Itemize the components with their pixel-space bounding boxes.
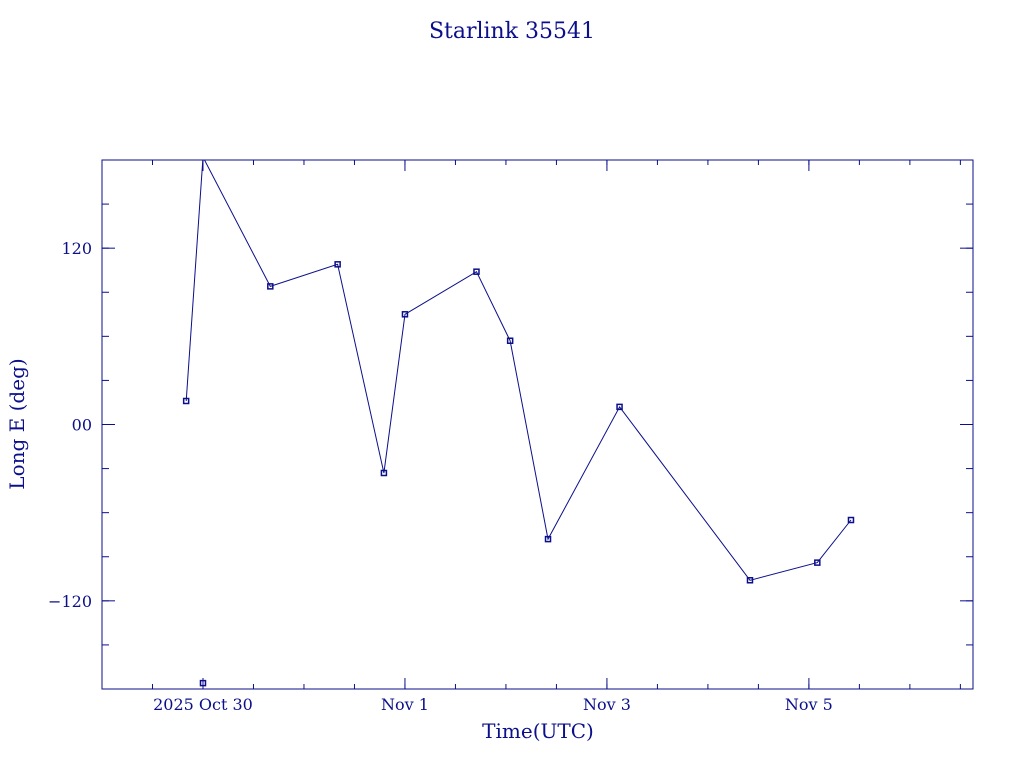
plot-frame: [101, 159, 974, 690]
data-point: [506, 337, 514, 344]
series-line: [185, 160, 204, 402]
series-layer: [182, 160, 855, 687]
y-tick-label: 120: [61, 239, 92, 258]
data-point: [182, 397, 190, 405]
data-point: [847, 516, 855, 524]
y-tick-label: 00: [72, 416, 92, 435]
data-point: [334, 261, 341, 268]
data-point: [267, 283, 274, 290]
y-axis-label: Long E (deg): [5, 358, 29, 489]
y-tick-label: −120: [48, 592, 92, 611]
data-point: [746, 577, 754, 584]
x-tick-label: Nov 5: [785, 695, 833, 714]
x-major-ticks: 2025 Oct 30 Nov 1 Nov 3 Nov 5: [153, 160, 833, 714]
data-point: [380, 469, 388, 477]
x-tick-label: 2025 Oct 30: [153, 695, 253, 714]
y-major-ticks: 120 00 −120: [48, 239, 973, 611]
x-tick-label: Nov 3: [583, 695, 631, 714]
data-point: [199, 679, 207, 687]
data-point: [473, 268, 480, 275]
y-minor-ticks: [102, 203, 973, 646]
data-point: [401, 311, 409, 318]
data-point: [616, 403, 623, 411]
x-tick-label: Nov 1: [381, 695, 429, 714]
data-point: [814, 559, 821, 566]
x-minor-ticks: [151, 160, 961, 689]
chart-title: Starlink 35541: [429, 19, 595, 44]
data-point: [544, 535, 552, 543]
series-line: [203, 160, 852, 581]
x-axis-label: Time(UTC): [482, 719, 594, 743]
